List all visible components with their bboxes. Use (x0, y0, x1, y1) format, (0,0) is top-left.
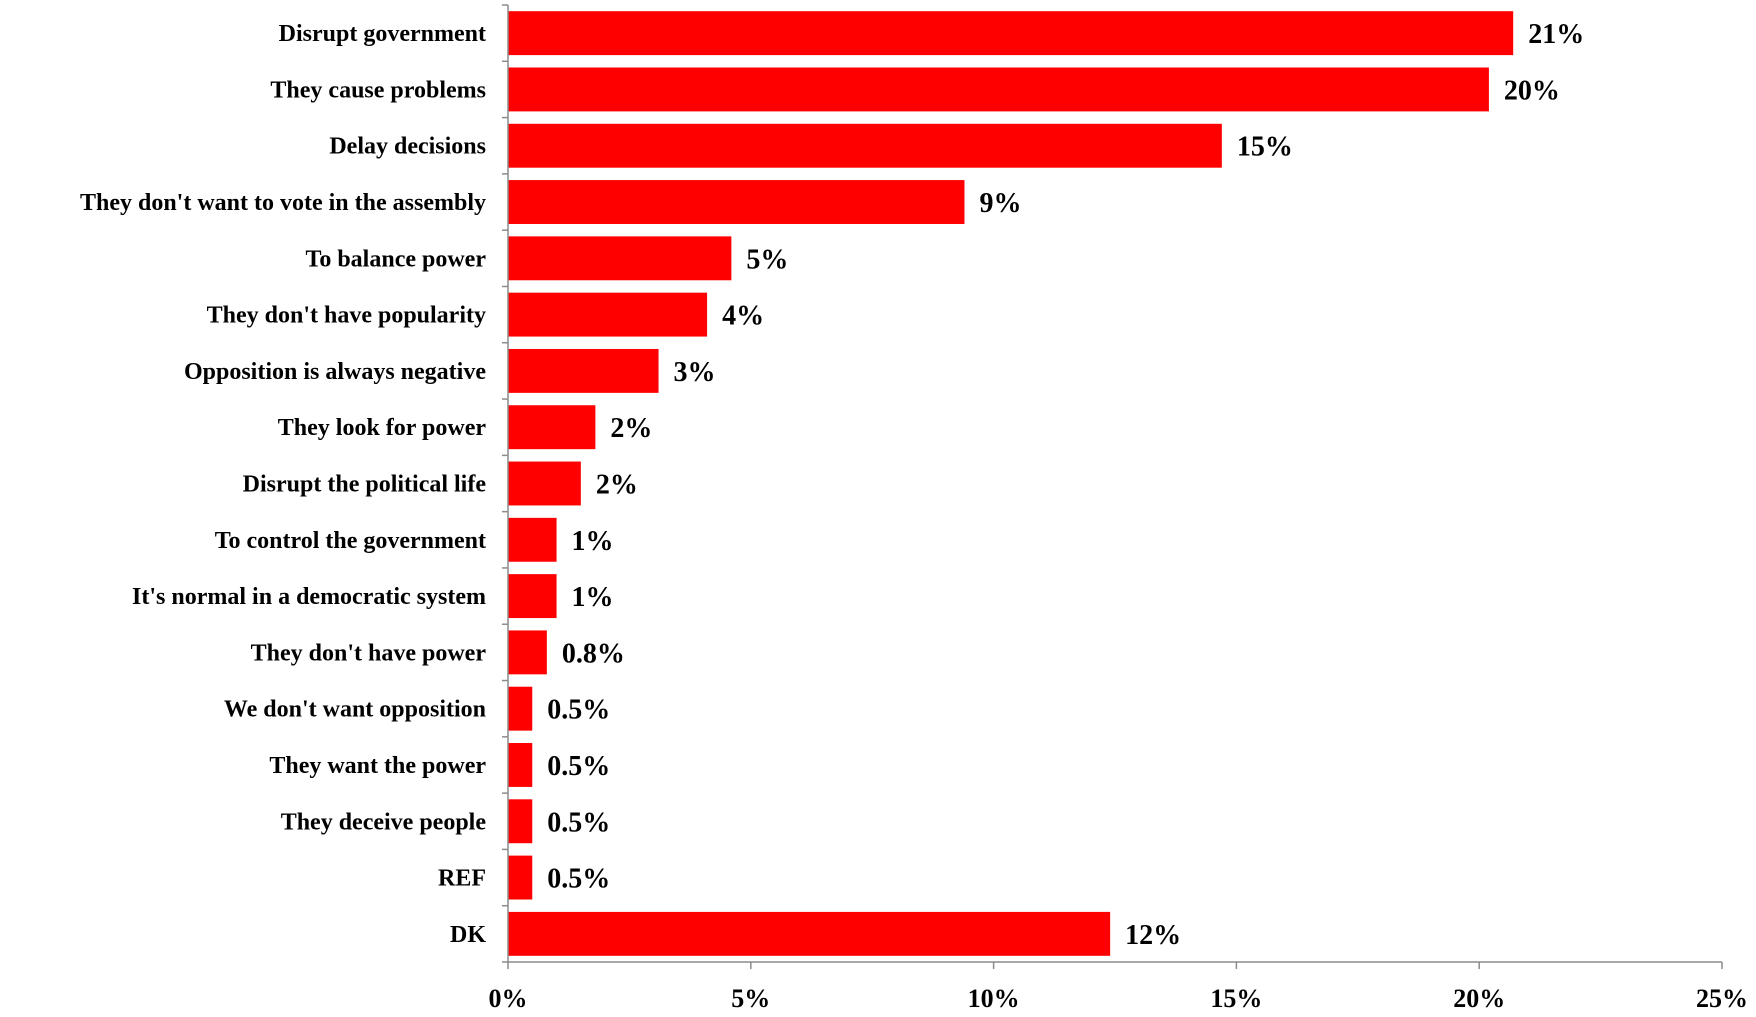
category-label: They want the power (269, 753, 486, 779)
bar (508, 517, 557, 562)
x-tick-label: 20% (1453, 984, 1505, 1013)
bar (508, 855, 533, 900)
value-label: 0.5% (547, 864, 610, 895)
category-label: Opposition is always negative (184, 359, 486, 385)
value-label: 9% (979, 188, 1021, 219)
x-tick-label: 0% (489, 984, 528, 1013)
category-label: REF (438, 866, 486, 892)
bar (508, 348, 659, 393)
bar (508, 911, 1111, 956)
category-label: They cause problems (270, 77, 486, 103)
ticks-layer (502, 4, 1723, 969)
value-label: 0.8% (562, 638, 625, 669)
x-tick-label: 25% (1696, 984, 1748, 1013)
value-label: 0.5% (547, 695, 610, 726)
category-label: It's normal in a democratic system (132, 584, 486, 610)
bar (508, 405, 596, 450)
value-label: 0.5% (547, 807, 610, 838)
category-label: They deceive people (281, 809, 487, 835)
axes-layer (507, 5, 1722, 963)
bar (508, 292, 708, 337)
value-label: 21% (1528, 19, 1584, 50)
value-label: 4% (722, 301, 764, 332)
category-label: They look for power (278, 415, 487, 441)
bar (508, 11, 1514, 56)
bar (508, 686, 533, 731)
bar (508, 743, 533, 787)
category-label: Disrupt the political life (243, 472, 487, 498)
value-label: 20% (1504, 75, 1560, 106)
bar (508, 799, 533, 844)
x-tick-label: 15% (1210, 984, 1262, 1013)
category-label: Disrupt government (279, 21, 486, 47)
bar (508, 574, 557, 619)
category-label: They don't want to vote in the assembly (80, 190, 486, 216)
value-label: 3% (674, 357, 716, 388)
bar (508, 630, 547, 675)
value-label: 0.5% (547, 751, 610, 782)
labels-layer: Disrupt government 21% They cause problems… (80, 19, 1748, 1013)
value-label: 2% (596, 470, 638, 501)
category-label: They don't have popularity (207, 303, 486, 329)
bars-layer (508, 11, 1514, 956)
category-label: We don't want opposition (224, 697, 486, 723)
bar (508, 180, 965, 224)
value-label: 5% (746, 244, 788, 275)
category-label: They don't have power (251, 640, 487, 666)
category-label: Delay decisions (329, 134, 486, 160)
value-label: 1% (572, 526, 614, 557)
value-label: 2% (610, 413, 652, 444)
category-label: To balance power (306, 246, 487, 272)
bar (508, 123, 1222, 168)
bar (508, 67, 1489, 112)
value-label: 12% (1125, 920, 1181, 951)
value-label: 1% (572, 582, 614, 613)
category-label: DK (450, 922, 486, 948)
category-label: To control the government (215, 528, 486, 554)
x-tick-label: 10% (968, 984, 1020, 1013)
value-label: 15% (1237, 132, 1293, 163)
x-tick-label: 5% (731, 984, 770, 1013)
bar (508, 236, 732, 281)
bar (508, 461, 581, 506)
